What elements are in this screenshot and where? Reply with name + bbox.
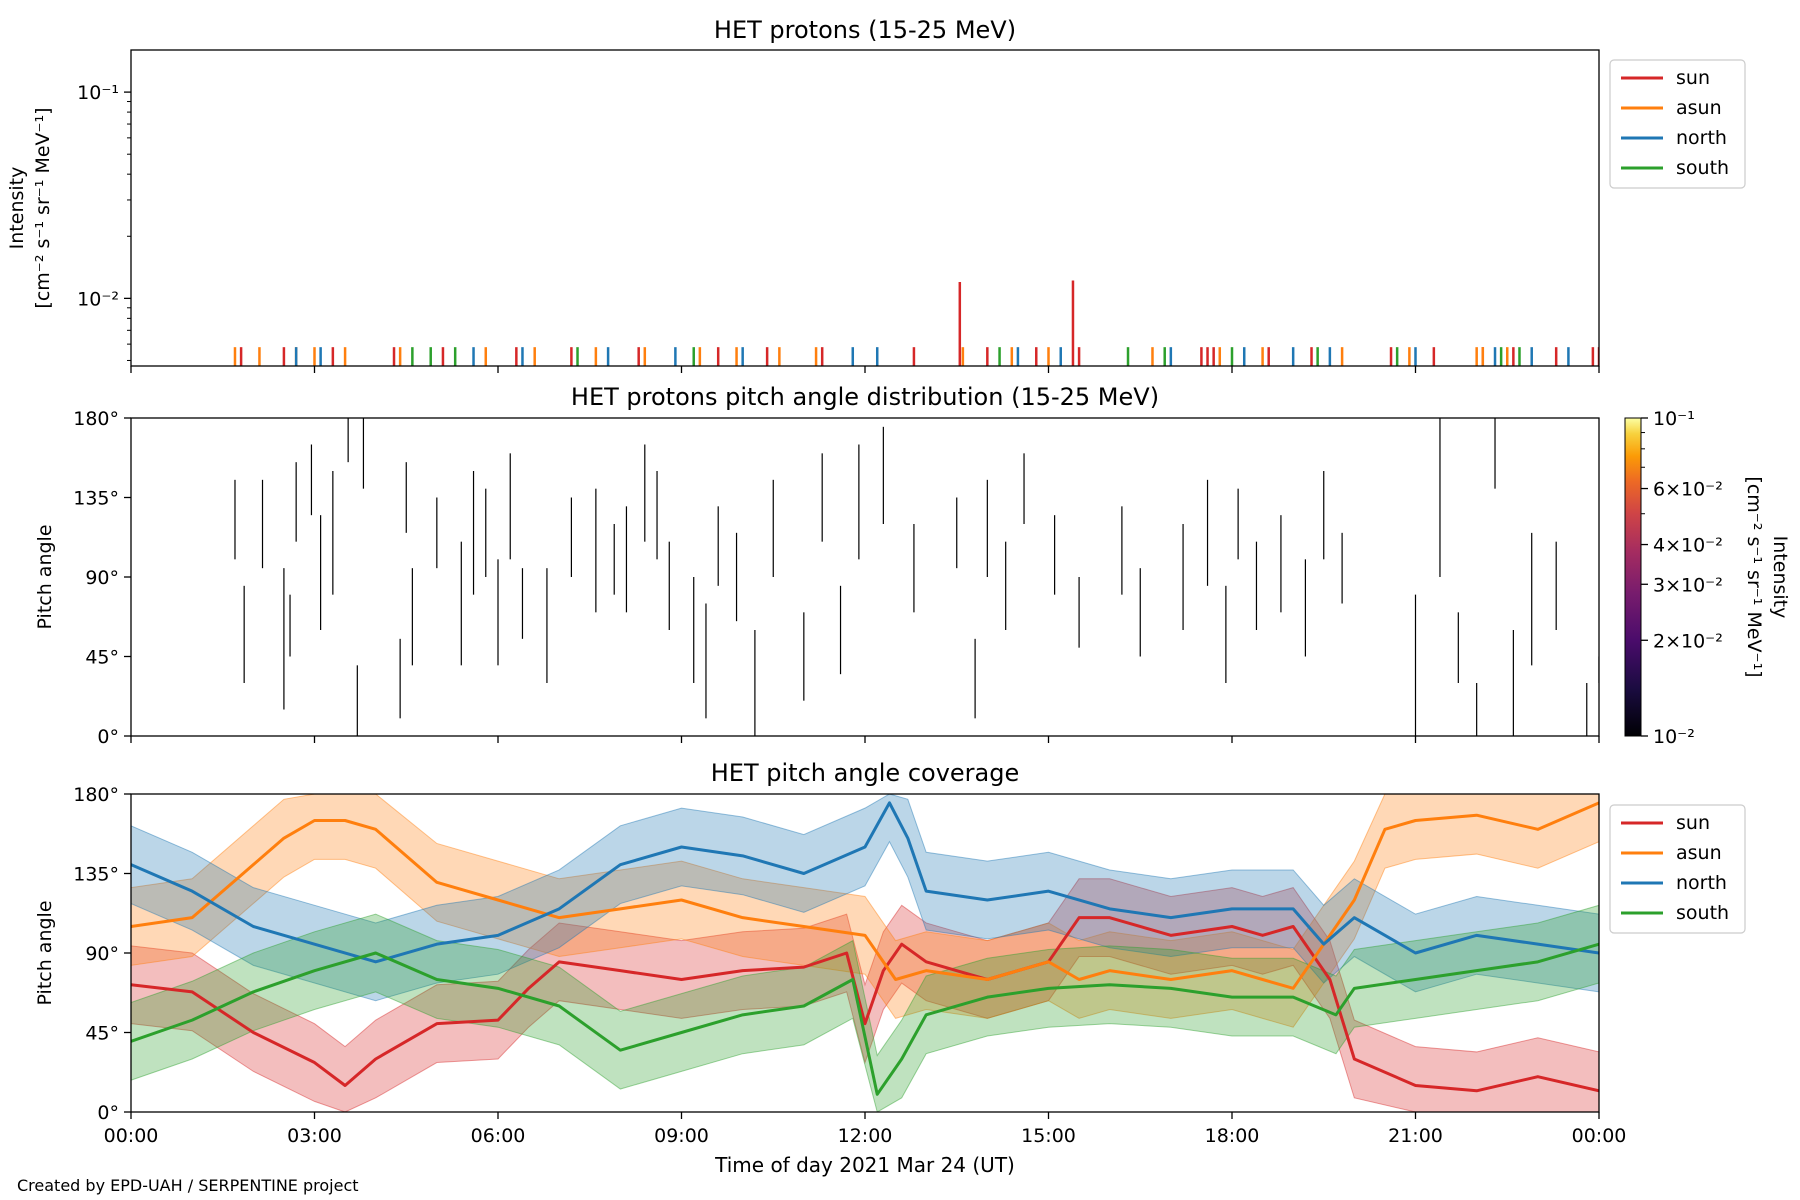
coverage-band-south xyxy=(131,904,1599,1112)
panel3-xtick-label: 09:00 xyxy=(654,1125,709,1147)
credit-text: Created by EPD-UAH / SERPENTINE project xyxy=(17,1176,359,1195)
panel1-plot-area xyxy=(233,280,1599,366)
colorbar-tick-label: 10⁻¹ xyxy=(1653,408,1695,430)
panel2-plot-area xyxy=(234,418,1599,736)
panel1-frame xyxy=(130,49,1600,367)
panel1-legend-box xyxy=(1609,59,1746,189)
panel-pitch-angle-distribution: HET protons pitch angle distribution (15… xyxy=(34,383,1791,748)
panel2-ytick-label: 0° xyxy=(97,726,119,748)
panel3-xtick-label: 15:00 xyxy=(1021,1125,1076,1147)
panel1-legend-label-sun: sun xyxy=(1676,67,1710,89)
panel3-plot-area xyxy=(131,794,1599,1112)
panel3-ytick-label: 45° xyxy=(85,1023,119,1045)
panel3-xtick-label: 18:00 xyxy=(1205,1125,1260,1147)
panel3-legend-label-asun: asun xyxy=(1676,842,1722,864)
coverage-band-asun xyxy=(131,794,1599,1028)
coverage-band-north xyxy=(131,794,1599,1002)
panel3-ylabel: Pitch angle xyxy=(34,900,56,1005)
panel2-frame xyxy=(130,417,1600,737)
colorbar-tick-label: 6×10⁻² xyxy=(1653,479,1723,501)
panel3-ytick-label: 0° xyxy=(97,1102,119,1124)
colorbar-label-line1: Intensity xyxy=(1769,536,1791,619)
panel3-legend-label-south: south xyxy=(1676,902,1729,924)
panel1-axes: 10⁻¹ 10⁻² xyxy=(77,82,1600,373)
panel3-legend: sun asun north south xyxy=(1609,804,1746,934)
panel3-title: HET pitch angle coverage xyxy=(711,759,1019,787)
colorbar-ticks: 10⁻¹ 6×10⁻² 4×10⁻² 3×10⁻² 2×10⁻² 10⁻² xyxy=(1641,408,1723,748)
panel3-xtick-label: 00:00 xyxy=(1572,1125,1627,1147)
panel3-xtick-label: 06:00 xyxy=(471,1125,526,1147)
panel2-ylabel: Pitch angle xyxy=(34,524,56,629)
panel3-xtick-label: 03:00 xyxy=(287,1125,342,1147)
colorbar-tick-label: 3×10⁻² xyxy=(1653,574,1723,596)
panel2-ytick-label: 135° xyxy=(73,488,119,510)
panel1-title: HET protons (15-25 MeV) xyxy=(714,16,1016,44)
panel2-axes: 0° 45° 90° 135° 180° xyxy=(73,408,1600,748)
panel3-legend-box xyxy=(1609,804,1746,934)
colorbar-tick-label: 4×10⁻² xyxy=(1653,535,1723,557)
coverage-line-south xyxy=(131,942,1599,1096)
panel1-legend-label-south: south xyxy=(1676,157,1729,179)
panel2-title: HET protons pitch angle distribution (15… xyxy=(571,383,1159,411)
panel3-xtick-label: 12:00 xyxy=(838,1125,893,1147)
panel3-legend-label-north: north xyxy=(1676,872,1727,894)
colorbar-tick-label: 2×10⁻² xyxy=(1653,630,1723,652)
coverage-line-asun xyxy=(131,801,1599,990)
colorbar xyxy=(1624,417,1642,737)
panel2-ytick-label: 90° xyxy=(85,567,119,589)
colorbar-label-line2: [cm⁻² s⁻¹ sr⁻¹ MeV⁻¹] xyxy=(1743,476,1765,677)
panel1-ylabel-line1: Intensity xyxy=(6,167,28,250)
panel3-ytick-label: 90° xyxy=(85,943,119,965)
panel-intensity: HET protons (15-25 MeV) 10⁻¹ 10⁻² Intensi… xyxy=(6,16,1746,373)
panel3-axes: 0° 45° 90° 135° 180° 00:00 03:00 06:00 09:00 12:0… xyxy=(73,784,1626,1147)
coverage-line-sun xyxy=(131,916,1599,1093)
panel1-ylabel-line2: [cm⁻² s⁻¹ sr⁻¹ MeV⁻¹] xyxy=(32,107,54,308)
panel3-ytick-label: 135° xyxy=(73,864,119,886)
panel2-ytick-label: 180° xyxy=(73,408,119,430)
panel1-ytick-label: 10⁻¹ xyxy=(77,82,119,104)
coverage-band-sun xyxy=(131,878,1599,1112)
panel2-ytick-label: 45° xyxy=(85,647,119,669)
panel1-ytick-label: 10⁻² xyxy=(77,288,119,310)
coverage-line-north xyxy=(131,801,1599,964)
panel3-ytick-label: 180° xyxy=(73,784,119,806)
colorbar-tick-label: 10⁻² xyxy=(1653,726,1695,748)
panel1-legend-label-north: north xyxy=(1676,127,1727,149)
panel-pitch-angle-coverage: HET pitch angle coverage 0° 45° 90° 135° 180… xyxy=(34,759,1746,1177)
panel3-xtick-label: 21:00 xyxy=(1388,1125,1443,1147)
panel3-xtick-label: 00:00 xyxy=(104,1125,159,1147)
panel1-legend-label-asun: asun xyxy=(1676,97,1722,119)
panel3-legend-label-sun: sun xyxy=(1676,812,1710,834)
x-axis-label: Time of day 2021 Mar 24 (UT) xyxy=(714,1153,1015,1177)
panel1-legend: sun asun north south xyxy=(1609,59,1746,189)
